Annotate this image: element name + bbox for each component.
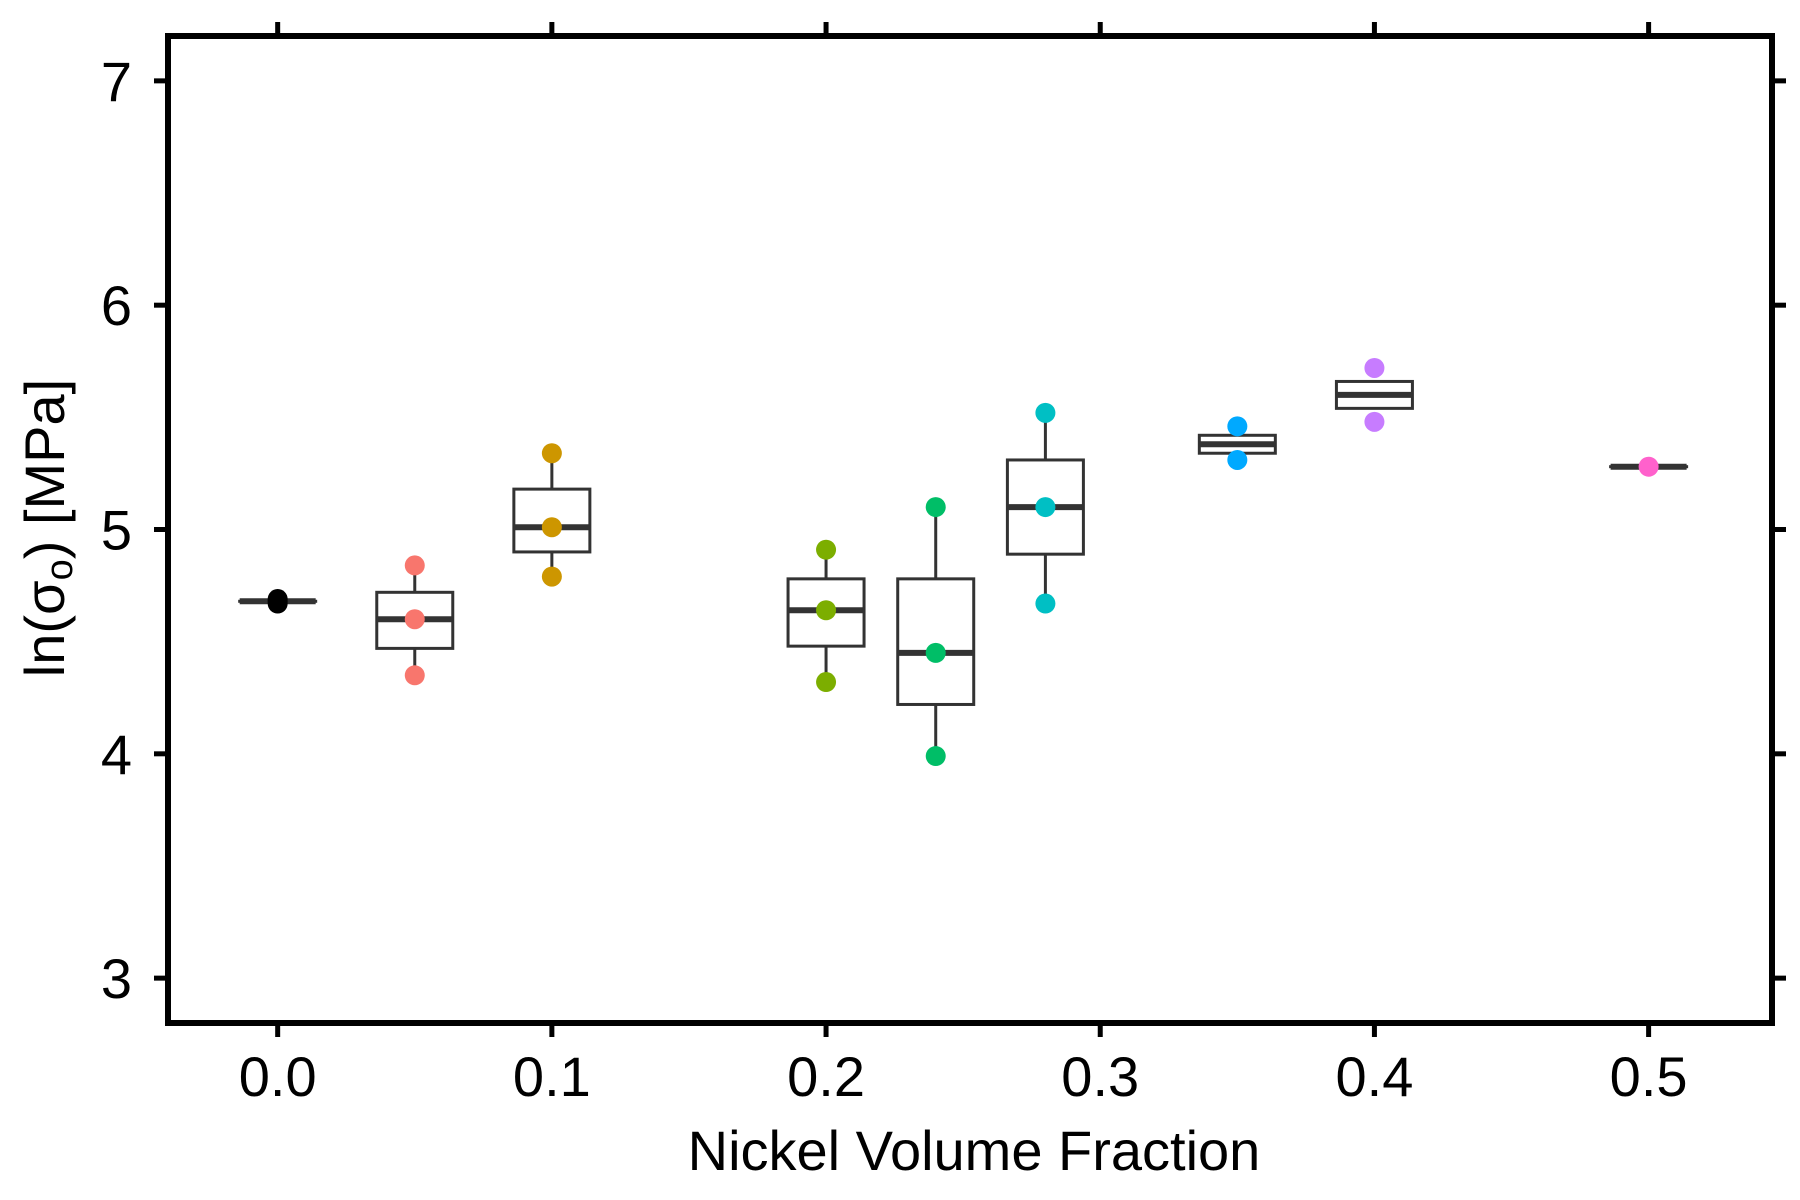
data-point: [1227, 449, 1248, 470]
data-point: [925, 497, 946, 518]
data-point: [541, 517, 562, 538]
data-point: [404, 665, 425, 686]
data-point: [541, 443, 562, 464]
box-body: [896, 577, 976, 706]
x-tick-labels: 0.0 0.1 0.2 0.3 0.4 0.5: [239, 1045, 1688, 1108]
tick-layer: [154, 22, 1786, 1037]
data-point: [1638, 456, 1659, 477]
x-tick-label: 0.5: [1610, 1045, 1688, 1108]
data-point: [925, 746, 946, 767]
y-axis-title: ln(σo) [MPa]: [13, 379, 81, 677]
y-tick-label: 7: [101, 50, 132, 113]
box-group: [1334, 379, 1414, 410]
x-tick-label: 0.0: [239, 1045, 317, 1108]
x-tick-label: 0.3: [1061, 1045, 1139, 1108]
data-point: [1035, 497, 1056, 518]
x-tick-label: 0.1: [513, 1045, 591, 1108]
y-tick-label: 4: [101, 723, 132, 786]
data-point: [1364, 357, 1385, 378]
x-axis-title: Nickel Volume Fraction: [688, 1119, 1261, 1182]
y-tick-label: 3: [101, 947, 132, 1010]
plot-border: [165, 33, 1775, 1026]
data-point: [267, 593, 288, 614]
y-tick-labels: 3 4 5 6 7: [101, 50, 132, 1010]
y-axis-title-prefix: ln(σ: [13, 580, 76, 677]
box-layer: [238, 379, 1689, 757]
data-point: [816, 539, 837, 560]
data-point: [404, 555, 425, 576]
data-point: [1035, 593, 1056, 614]
data-point: [404, 609, 425, 630]
data-point: [1035, 402, 1056, 423]
box-group: [896, 507, 976, 757]
y-axis-title-suffix: ) [MPa]: [13, 379, 76, 559]
data-point: [541, 566, 562, 587]
box-group: [512, 453, 592, 577]
data-point: [816, 600, 837, 621]
point-layer: [267, 357, 1659, 767]
data-point: [1227, 416, 1248, 437]
y-axis-title-subscript: o: [39, 559, 81, 580]
x-tick-label: 0.2: [787, 1045, 865, 1108]
data-point: [816, 672, 837, 693]
y-tick-label: 6: [101, 274, 132, 337]
data-point: [1364, 411, 1385, 432]
plot-panel: [165, 33, 1775, 1026]
data-point: [925, 642, 946, 663]
y-tick-label: 5: [101, 499, 132, 562]
x-tick-label: 0.4: [1335, 1045, 1413, 1108]
